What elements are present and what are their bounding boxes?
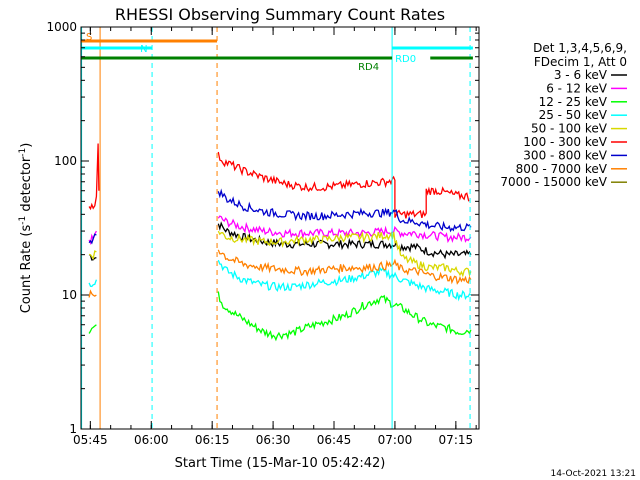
- series-5-segment-1: [217, 151, 470, 219]
- flag-label-rd0: RD0: [395, 54, 416, 65]
- legend-header-line-2: FDecim 1, Att 0: [534, 55, 627, 69]
- y-tick-label-3: 1000: [46, 20, 77, 34]
- x-tick-label-2: 06:15: [195, 433, 230, 447]
- x-tick-label-0: 05:45: [73, 433, 108, 447]
- flag-label-s: S: [86, 32, 92, 43]
- legend-label-8: 7000 - 15000 keV: [500, 175, 607, 189]
- legend-label-0: 3 - 6 keV: [554, 68, 608, 82]
- legend-label-7: 800 - 7000 keV: [516, 162, 608, 176]
- x-tick-label-3: 06:30: [256, 433, 291, 447]
- plot-frame: [80, 26, 480, 430]
- plot-area: S N RD0 RD4 1 10 100 1000 05:45 06:00 06:15 06:30 06…: [46, 20, 480, 447]
- series-7-segment-1: [217, 249, 472, 285]
- legend-label-5: 100 - 300 keV: [523, 135, 607, 149]
- legend-label-3: 25 - 50 keV: [539, 108, 608, 122]
- series-4-segment-0: [88, 250, 97, 261]
- series-4-segment-1: [217, 230, 472, 278]
- y-tick-label-1: 10: [62, 288, 77, 302]
- series-7-segment-0: [88, 289, 97, 298]
- series-2-segment-0: [88, 324, 97, 334]
- chart-title: RHESSI Observing Summary Count Rates: [115, 5, 445, 24]
- legend-label-6: 300 - 800 keV: [523, 148, 607, 162]
- legend-label-2: 12 - 25 keV: [539, 95, 608, 109]
- x-tick-label-6: 07:15: [439, 433, 474, 447]
- series-6-segment-0: [88, 233, 97, 245]
- x-tick-label-1: 06:00: [134, 433, 169, 447]
- y-axis-label: Count Rate (s-1 detector-1): [18, 143, 34, 314]
- series-0-segment-1: [217, 221, 472, 260]
- x-axis-label: Start Time (15-Mar-10 05:42:42): [175, 456, 386, 471]
- legend-header-line-1: Det 1,3,4,5,6,9,: [533, 41, 627, 55]
- series-6-segment-1: [217, 188, 472, 233]
- series-1-segment-0: [88, 230, 97, 246]
- x-tick-label-5: 07:00: [378, 433, 413, 447]
- series-5-segment-0: [88, 143, 100, 211]
- legend-label-1: 6 - 12 keV: [546, 81, 608, 95]
- x-tick-label-4: 06:45: [317, 433, 352, 447]
- series-2-segment-1: [217, 291, 472, 342]
- flag-label-n: N: [140, 44, 147, 55]
- legend: Det 1,3,4,5,6,9, FDecim 1, Att 0 3 - 6 k…: [500, 41, 627, 189]
- y-tick-label-2: 100: [54, 154, 77, 168]
- footer-timestamp: 14-Oct-2021 13:21: [551, 469, 636, 479]
- series-1-segment-1: [217, 215, 472, 244]
- legend-label-4: 50 - 100 keV: [531, 122, 608, 136]
- series-3-segment-1: [217, 259, 472, 302]
- y-tick-label-0: 1: [69, 422, 77, 436]
- flag-label-rd4: RD4: [358, 62, 379, 73]
- series-3-segment-0: [88, 279, 98, 288]
